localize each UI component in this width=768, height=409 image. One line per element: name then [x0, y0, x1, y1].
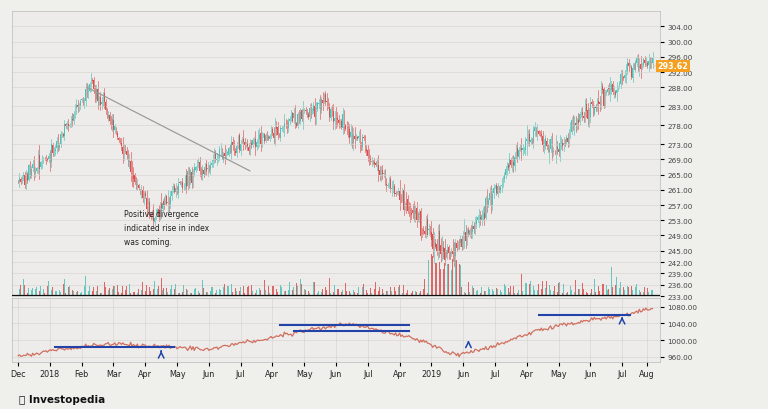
Text: Positive divergence
indicated rise in index
was coming.: Positive divergence indicated rise in in…: [124, 209, 209, 246]
Text: Ⓜ Investopedia: Ⓜ Investopedia: [19, 394, 105, 404]
Text: 293.62: 293.62: [658, 62, 689, 71]
